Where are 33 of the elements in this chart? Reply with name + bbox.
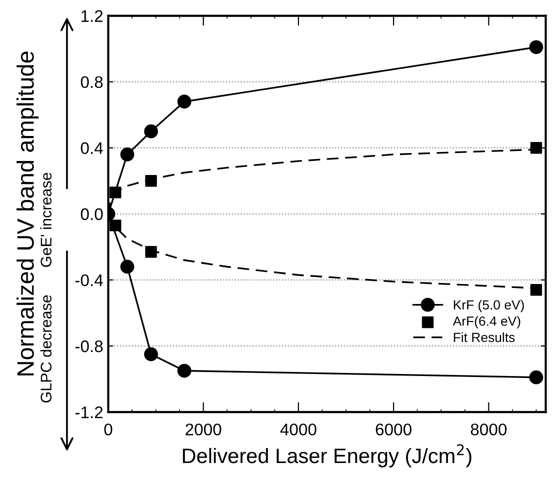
point (110, 186, 122, 198)
point (145, 246, 157, 258)
point (177, 364, 192, 378)
point (177, 94, 192, 109)
x-tick-label: 2000 (186, 424, 222, 436)
text: GLPC decrease (40, 295, 52, 403)
text: GeE' increase (40, 172, 52, 267)
y-tick-label: 0.8 (80, 76, 103, 88)
y-axis-title: Normalized UV band amplitude (16, 52, 39, 376)
point (145, 175, 157, 187)
point (530, 284, 542, 296)
legend-label: KrF (5.0 eV) (454, 300, 524, 312)
point (120, 148, 134, 162)
legend-label: Fit Results (454, 332, 515, 342)
x-axis-title: Delivered Laser Energy (J/cm$^{2}$) (182, 444, 472, 468)
y-tick-label: 0.4 (80, 142, 103, 154)
point (110, 220, 122, 232)
y-tick-label: -1.2 (75, 406, 103, 418)
legend-label: ArF(6.4 eV) (452, 316, 520, 328)
point (144, 347, 158, 362)
point (529, 40, 544, 54)
point (529, 370, 544, 384)
y-tick-label: -0.4 (75, 274, 103, 286)
x-tick-label: 6000 (376, 424, 412, 436)
point (120, 260, 134, 274)
x-tick-label: 8000 (470, 424, 507, 436)
y-tick-label: -0.8 (75, 340, 103, 352)
point (530, 142, 542, 154)
y-tick-label: 1.2 (81, 10, 103, 22)
point (144, 124, 158, 138)
x-tick-label: 0 (104, 424, 112, 436)
x-tick-label: 4000 (280, 424, 316, 436)
y-tick-label: 0.0 (80, 208, 103, 220)
